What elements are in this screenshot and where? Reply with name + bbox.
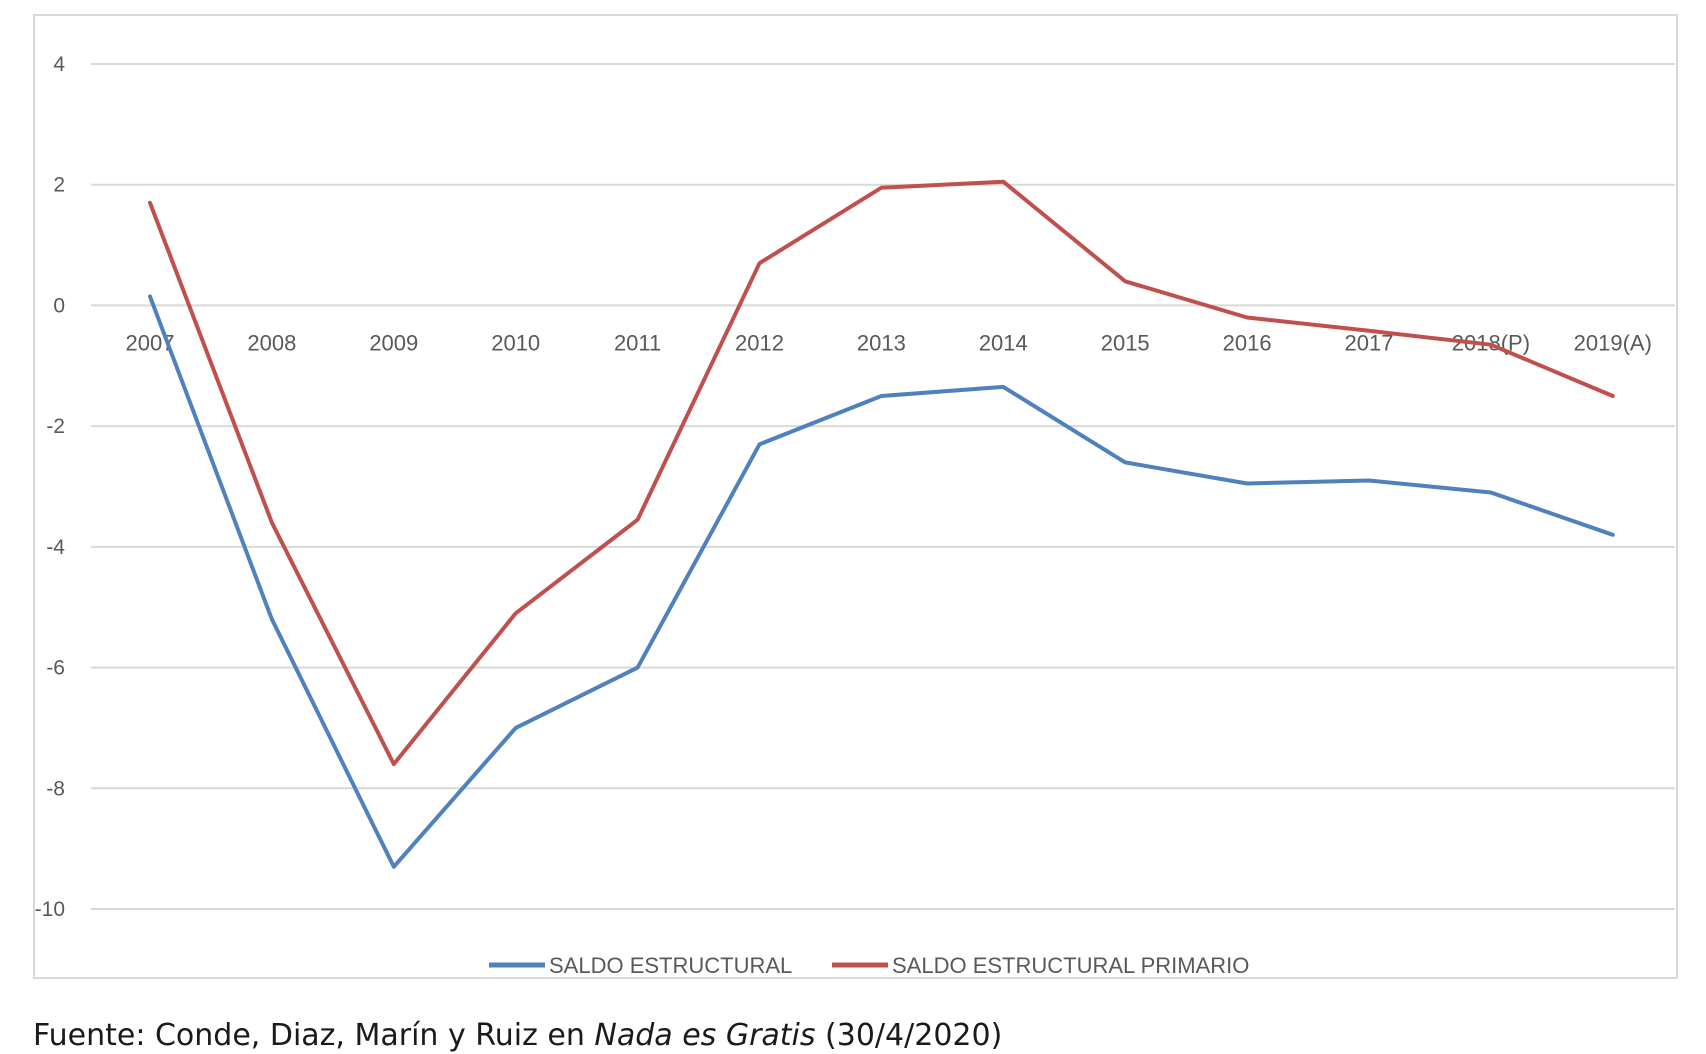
source-caption: Fuente: Conde, Diaz, Marín y Ruiz en Nad… [33,1018,1002,1053]
source-prefix: Fuente: Conde, Diaz, Marín y Ruiz en [33,1018,595,1053]
line-chart: 420-2-4-6-8-10 2007 2008 2009 2010 2011 2012 2… [35,53,1675,978]
x-tick-label: 2019(A) [1574,330,1652,355]
y-axis-ticks: 4 2 0 -2 -4 -6 -8 -10 [35,53,65,921]
x-tick-label: 2008 [247,330,296,355]
y-tick-label: -6 [46,657,65,680]
series-lines [148,179,1615,869]
chart-frame: 4 2 0 -2 -4 -6 -8 -10 2007 2008 2009 2010 2011 2012 2… [33,14,1678,979]
series-line-saldo-estructural [148,294,1615,869]
legend-label-saldo-estructural-primario: SALDO ESTRUCTURAL PRIMARIO [892,953,1249,978]
x-tick-label: 2013 [857,330,906,355]
y-tick-label: -8 [46,777,65,800]
x-tick-label: 2009 [369,330,418,355]
y-tick-label: 4 [53,53,65,76]
x-tick-label: 2011 [614,330,661,355]
x-tick-label: 2014 [979,330,1028,355]
y-tick-label: 2 [53,174,65,197]
x-tick-label: 2016 [1223,330,1272,355]
x-axis-ticks: 2007 2008 2009 2010 2011 2012 2013 2014 2015 2016… [126,330,1652,355]
x-tick-label: 2015 [1101,330,1150,355]
x-tick-label: 2010 [491,330,540,355]
y-tick-label: 0 [53,294,65,317]
source-date: (30/4/2020) [815,1018,1003,1053]
legend: SALDO ESTRUCTURAL SALDO ESTRUCTURAL PRIMA… [489,953,1249,978]
y-tick-label: -4 [46,536,65,559]
legend-label-saldo-estructural: SALDO ESTRUCTURAL [549,953,792,978]
source-publication: Nada es Gratis [594,1018,816,1053]
y-tick-label: -2 [46,415,65,438]
x-tick-label: 2012 [735,330,784,355]
series-line-saldo-estructural-primario [148,179,1615,767]
y-tick-label: -10 [35,898,65,921]
